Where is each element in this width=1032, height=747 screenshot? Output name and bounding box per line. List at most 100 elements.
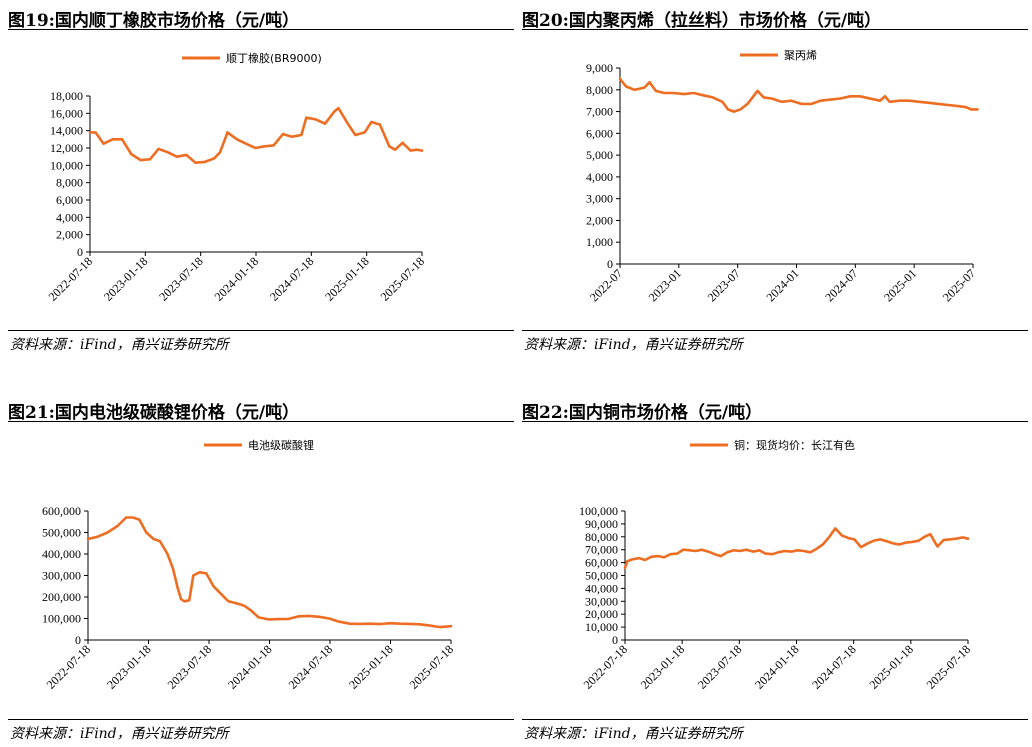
data-point <box>829 98 832 101</box>
data-point <box>300 134 303 136</box>
data-point <box>790 99 793 102</box>
data-point <box>721 100 724 103</box>
data-point <box>102 142 105 145</box>
data-point <box>911 541 913 543</box>
data-point <box>130 153 133 155</box>
data-point <box>663 556 665 559</box>
data-point <box>841 534 843 537</box>
data-point <box>650 555 653 558</box>
data-point <box>89 131 91 134</box>
data-point <box>205 572 208 575</box>
data-point <box>394 148 396 151</box>
data-point <box>198 571 201 574</box>
x-tick-label: 2024-01 <box>763 266 801 304</box>
data-point <box>272 144 275 147</box>
data-point <box>121 138 123 141</box>
x-tick-label: 2024-01-18 <box>225 642 274 691</box>
data-point <box>176 587 179 590</box>
data-point <box>970 108 972 111</box>
data-point <box>762 96 765 99</box>
source-rule <box>522 719 1028 720</box>
data-point <box>337 107 340 109</box>
data-point <box>125 516 127 519</box>
x-tick-label: 2024-07-18 <box>267 254 316 303</box>
y-tick-label: 90,000 <box>585 517 618 531</box>
data-point <box>809 551 812 554</box>
data-point <box>961 536 964 539</box>
data-point <box>194 161 197 164</box>
data-point <box>138 518 141 521</box>
x-tick-label: 2022-07-18 <box>44 642 93 691</box>
x-tick-label: 2023-01-18 <box>101 254 150 303</box>
data-point <box>905 541 907 544</box>
x-tick-label: 2023-07-18 <box>165 642 214 691</box>
data-point <box>764 552 767 555</box>
chart-title: 图21:国内电池级碳酸锂价格（元/吨） <box>8 403 300 423</box>
data-point <box>644 559 646 561</box>
y-tick-label: 30,000 <box>585 594 618 608</box>
data-point <box>291 135 293 138</box>
data-point <box>282 133 284 135</box>
source-note: 资料来源：iFind，甬兴证券研究所 <box>10 337 229 353</box>
line-chart: 电池级碳酸锂 0 100,000 200,000 300,000 400,000 500,0… <box>42 438 456 692</box>
x-tick-label: 2025-07-18 <box>924 642 973 691</box>
data-point <box>976 108 979 111</box>
data-point <box>219 151 221 154</box>
data-point <box>669 553 672 556</box>
data-point <box>657 555 660 557</box>
data-point <box>937 103 940 105</box>
data-point <box>227 600 230 603</box>
data-point <box>648 81 651 84</box>
data-point <box>694 550 697 552</box>
x-tick-label: 2025-01-18 <box>322 254 371 303</box>
data-point <box>183 600 186 603</box>
source-note: 资料来源：iFind，甬兴证券研究所 <box>524 337 743 353</box>
y-tick-label: 4,000 <box>56 210 83 224</box>
data-point <box>245 142 247 145</box>
title-rule <box>8 29 514 30</box>
data-point <box>917 539 920 542</box>
data-point <box>847 537 850 539</box>
y-tick-label: 1,000 <box>586 235 613 249</box>
data-point <box>363 131 366 134</box>
data-point <box>780 100 783 103</box>
line-chart: 铜：现货均价：长江有色 010,00020,00030,00040,00050,0… <box>579 438 973 692</box>
data-point <box>828 535 831 538</box>
data-point <box>654 90 657 92</box>
data-point <box>132 516 134 519</box>
data-point <box>324 122 326 125</box>
y-tick-label: 8,000 <box>56 176 83 190</box>
data-point <box>859 95 861 98</box>
data-point <box>419 623 421 626</box>
data-point <box>106 531 109 534</box>
series-line <box>86 516 453 629</box>
data-point <box>726 551 729 554</box>
data-point <box>263 145 266 148</box>
y-tick-label: 14,000 <box>50 124 83 138</box>
data-point <box>884 95 886 98</box>
data-point <box>348 622 351 625</box>
data-point <box>409 149 412 152</box>
data-point <box>213 157 216 160</box>
series-line <box>623 527 970 570</box>
data-point <box>188 599 191 602</box>
data-point <box>212 585 215 588</box>
data-point <box>624 566 626 569</box>
data-point <box>819 99 822 102</box>
legend-label: 顺丁橡胶(BR9000) <box>226 51 322 65</box>
y-tick-label: 50,000 <box>585 569 618 583</box>
data-point <box>254 147 257 149</box>
data-point <box>185 154 188 156</box>
data-point <box>942 539 945 541</box>
data-point <box>149 158 151 161</box>
data-point <box>810 103 813 105</box>
data-point <box>928 101 931 104</box>
series-line <box>88 106 424 164</box>
source-rule <box>8 330 514 331</box>
data-point <box>682 548 685 551</box>
data-point <box>305 116 308 119</box>
data-point <box>354 134 357 136</box>
x-tick-label: 2025-07-18 <box>378 254 427 303</box>
data-point <box>770 97 773 100</box>
data-point <box>860 546 862 548</box>
